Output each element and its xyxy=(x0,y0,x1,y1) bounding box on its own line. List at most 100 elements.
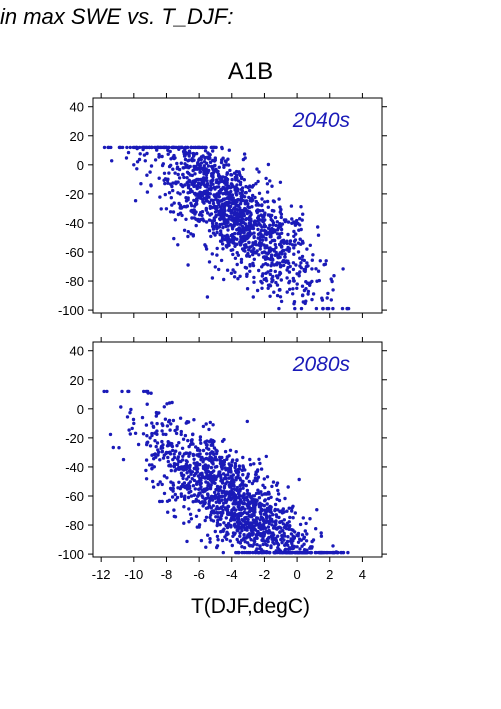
data-point xyxy=(232,492,237,497)
data-point xyxy=(173,462,178,466)
data-point xyxy=(319,534,324,538)
x-tick-label: -10 xyxy=(124,567,143,582)
data-point xyxy=(188,173,193,177)
data-point xyxy=(232,483,236,487)
data-point xyxy=(274,245,278,250)
data-point xyxy=(251,252,255,257)
data-point xyxy=(134,145,138,150)
data-point xyxy=(237,492,241,496)
data-point xyxy=(220,178,224,183)
data-point xyxy=(187,178,191,182)
data-point xyxy=(225,186,229,190)
data-point xyxy=(252,223,256,227)
data-point xyxy=(270,261,274,265)
data-point xyxy=(281,258,286,263)
data-point xyxy=(233,502,237,506)
data-point xyxy=(318,259,322,263)
data-point xyxy=(271,221,276,225)
data-point xyxy=(158,458,162,462)
data-point xyxy=(202,181,206,185)
data-point xyxy=(187,482,191,486)
data-point xyxy=(152,453,156,457)
y-tick-label: 40 xyxy=(70,100,84,115)
data-point xyxy=(222,462,226,466)
data-point xyxy=(238,191,242,195)
data-point xyxy=(244,515,248,520)
data-point xyxy=(195,482,199,486)
data-point xyxy=(270,226,274,231)
data-point xyxy=(305,532,309,536)
data-point xyxy=(186,230,190,234)
data-point xyxy=(253,195,257,200)
data-point xyxy=(270,484,274,489)
data-point xyxy=(155,429,159,433)
data-point xyxy=(166,459,170,464)
data-point xyxy=(148,436,152,440)
data-point xyxy=(294,263,298,267)
data-point xyxy=(254,549,258,553)
data-point xyxy=(258,238,262,242)
data-point xyxy=(238,484,242,488)
data-point xyxy=(201,154,205,158)
data-point xyxy=(228,485,232,489)
data-point xyxy=(176,243,180,247)
data-point xyxy=(332,274,336,278)
data-point xyxy=(182,505,186,509)
data-point xyxy=(222,486,227,490)
data-point xyxy=(294,232,298,236)
data-point xyxy=(264,513,268,517)
data-point xyxy=(175,443,179,448)
data-point xyxy=(251,261,255,265)
data-point xyxy=(200,210,205,214)
data-point xyxy=(292,234,296,238)
data-point xyxy=(251,508,255,513)
data-point xyxy=(249,217,253,221)
data-point xyxy=(266,286,270,290)
data-point xyxy=(182,481,187,485)
data-point xyxy=(200,145,205,150)
data-point xyxy=(231,531,236,535)
data-point xyxy=(102,145,107,150)
data-point xyxy=(290,217,294,221)
data-point xyxy=(169,468,173,473)
data-point xyxy=(179,161,183,165)
data-point xyxy=(165,424,170,428)
y-tick-label: 40 xyxy=(70,344,84,359)
data-point xyxy=(260,208,265,213)
data-point xyxy=(276,546,280,550)
data-point xyxy=(234,198,239,203)
data-point xyxy=(208,420,212,425)
data-point xyxy=(216,538,220,542)
data-point xyxy=(238,489,242,493)
data-point xyxy=(286,543,290,547)
data-point xyxy=(279,227,284,232)
data-point xyxy=(306,289,311,294)
data-point xyxy=(183,433,188,438)
data-point xyxy=(291,516,295,520)
data-point xyxy=(248,214,252,218)
data-point xyxy=(102,389,106,394)
data-point xyxy=(300,533,305,537)
data-point xyxy=(210,145,214,150)
data-point xyxy=(262,255,267,259)
data-point xyxy=(266,525,271,529)
data-point xyxy=(270,184,274,188)
data-point xyxy=(295,282,299,286)
data-point xyxy=(161,432,165,436)
data-point xyxy=(121,457,126,462)
data-point xyxy=(171,486,175,491)
data-point xyxy=(175,495,180,500)
data-point xyxy=(161,162,165,166)
data-point xyxy=(238,531,242,535)
data-point xyxy=(253,539,257,544)
data-point xyxy=(201,475,205,479)
data-point xyxy=(234,191,238,195)
data-point xyxy=(314,550,318,555)
data-point xyxy=(239,194,243,199)
data-point xyxy=(200,194,204,198)
data-point xyxy=(223,213,227,217)
data-point xyxy=(135,160,140,164)
data-point xyxy=(252,479,256,483)
data-point xyxy=(270,535,274,539)
data-point xyxy=(204,161,209,165)
